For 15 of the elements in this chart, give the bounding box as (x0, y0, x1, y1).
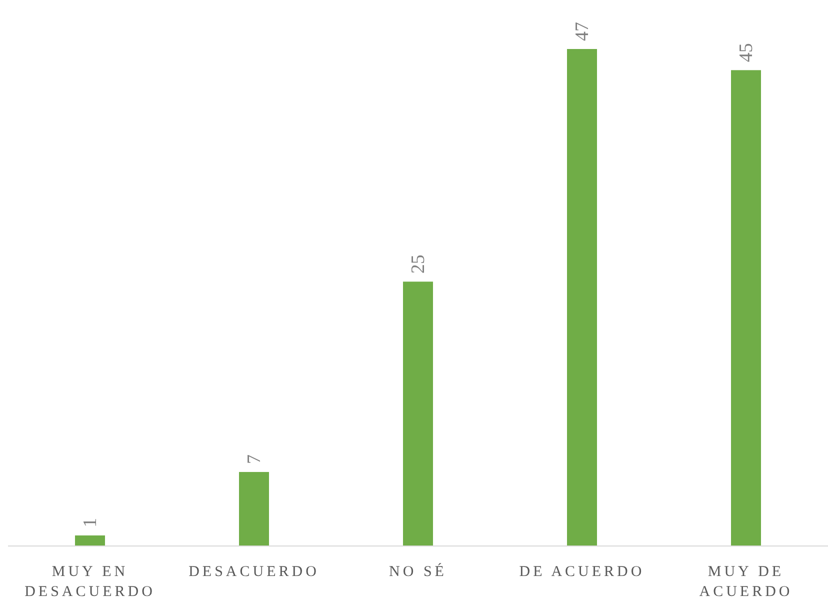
data-label: 45 (736, 43, 757, 62)
x-tick-label: MUY DE ACUERDO (699, 564, 793, 598)
bar (239, 472, 269, 546)
x-tick-label: DESACUERDO (188, 564, 320, 580)
data-label: 7 (244, 454, 265, 464)
data-label: 47 (572, 22, 593, 41)
x-tick-label: NO SÉ (389, 563, 447, 580)
x-tick-label: MUY EN DESACUERDO (24, 564, 156, 598)
data-label: 1 (80, 518, 101, 528)
bar (75, 535, 105, 546)
x-tick-label: DE ACUERDO (519, 564, 645, 580)
bar (731, 70, 761, 546)
bar (403, 282, 433, 546)
data-label: 25 (408, 254, 429, 274)
bar (567, 49, 597, 546)
